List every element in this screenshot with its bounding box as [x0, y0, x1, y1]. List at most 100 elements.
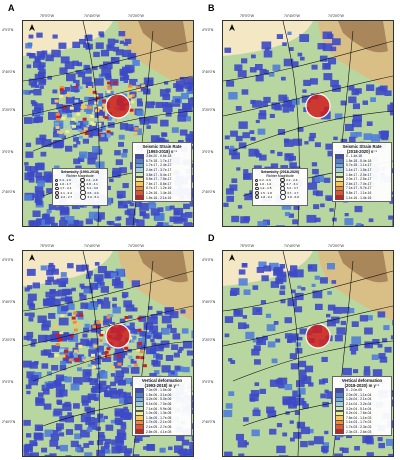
strain-cell — [224, 333, 230, 338]
strain-cell — [100, 49, 110, 57]
strain-cell — [244, 324, 250, 329]
strain-cell — [379, 356, 388, 363]
strain-cell — [173, 352, 180, 358]
strain-cell — [84, 452, 93, 456]
strain-cell — [29, 452, 39, 456]
strain-cell — [274, 266, 284, 275]
strain-cell — [183, 366, 190, 373]
strain-cell — [309, 132, 316, 138]
strain-cell — [333, 136, 338, 141]
strain-cell — [275, 225, 285, 226]
strain-cell — [39, 85, 44, 89]
strain-cell — [79, 38, 86, 45]
strain-cell — [37, 426, 43, 431]
legend-label: 7.6e-17 - 8.6e-17 — [146, 181, 172, 186]
strain-cell — [302, 403, 309, 409]
strain-cell — [187, 87, 193, 92]
strain-cell — [64, 288, 73, 295]
strain-cell — [289, 353, 297, 359]
strain-cell — [303, 79, 311, 86]
strain-cell — [85, 218, 93, 225]
latitude-label: 4°0'0"N — [202, 28, 214, 32]
hotspot-cell — [125, 322, 130, 326]
strain-cell — [371, 354, 379, 360]
strain-cell — [368, 218, 374, 223]
strain-cell — [384, 90, 392, 96]
seismicity-item: 1.2 - 1.5 — [255, 186, 280, 190]
strain-cell — [112, 170, 121, 178]
hotspot-cell — [133, 363, 138, 367]
hotspot-cell — [136, 81, 141, 85]
strain-cell — [233, 309, 243, 317]
strain-cell — [29, 303, 35, 308]
strain-cell — [55, 206, 61, 211]
legend-rows: 3.6e-20 - 6.6e-18 6.7e-18 - 1.7e-17 1.7e-1… — [133, 153, 191, 201]
strain-cell — [81, 395, 91, 403]
strain-cell — [119, 123, 129, 130]
strain-cell — [54, 165, 60, 170]
strain-cell — [28, 34, 34, 39]
strain-cell — [237, 205, 243, 209]
strain-cell — [321, 447, 326, 451]
strain-cell — [114, 408, 124, 416]
strain-cell — [84, 65, 91, 70]
strain-cell — [126, 208, 136, 216]
strain-cell — [32, 193, 39, 198]
strain-cell — [278, 455, 289, 456]
strain-cell — [269, 113, 275, 118]
hotspot-cell — [99, 333, 104, 337]
strain-cell — [117, 194, 123, 199]
strain-cell — [72, 41, 81, 48]
hotspot-core — [106, 324, 130, 348]
strain-cell — [43, 389, 50, 395]
strain-cell — [45, 279, 52, 285]
strain-cell — [137, 101, 143, 107]
strain-cell — [143, 77, 154, 86]
strain-cell — [271, 102, 281, 110]
hotspot-cell — [72, 320, 77, 324]
strain-cell — [52, 89, 58, 94]
strain-cell — [88, 440, 94, 445]
strain-cell — [99, 33, 105, 38]
hotspot-cell — [53, 325, 58, 329]
strain-cell — [65, 145, 73, 152]
latitude-label: 3°0'0"N — [2, 150, 14, 154]
strain-cell — [60, 282, 66, 287]
strain-cell — [107, 44, 113, 49]
latitude-label: 3°0'0"N — [2, 380, 14, 384]
strain-cell — [174, 365, 181, 371]
strain-cell — [278, 377, 288, 385]
strain-cell — [35, 116, 44, 123]
hotspot-cell — [78, 135, 83, 139]
strain-cell — [88, 302, 98, 310]
hotspot-cell — [74, 99, 79, 103]
strain-cell — [38, 392, 44, 397]
strain-cell — [184, 449, 192, 456]
strain-cell — [301, 95, 311, 103]
strain-cell — [79, 292, 84, 297]
strain-cell — [36, 218, 45, 226]
strain-cell — [61, 90, 67, 95]
strain-cell — [154, 370, 160, 375]
strain-cell — [40, 78, 47, 84]
strain-cell — [269, 379, 279, 387]
strain-cell — [48, 262, 54, 267]
seismicity-legend: Seismicity (2018-2020) Richter Magnitude… — [252, 168, 308, 206]
strain-cell — [62, 403, 72, 411]
strain-cell — [121, 367, 130, 374]
strain-cell — [252, 285, 259, 290]
mountain-peak — [138, 251, 188, 283]
strain-cell — [363, 366, 371, 372]
strain-cell — [125, 217, 136, 226]
seismicity-title: Seismicity (1993-2018) — [60, 169, 100, 174]
strain-cell — [112, 306, 121, 314]
hotspot-cell — [124, 316, 129, 319]
strain-cell — [293, 269, 304, 278]
strain-cell — [332, 84, 341, 92]
strain-cell — [224, 145, 229, 150]
strain-cell — [259, 68, 267, 75]
strain-cell — [242, 132, 250, 139]
strain-cell — [191, 174, 193, 183]
strain-cell — [231, 215, 240, 223]
strain-cell — [180, 309, 186, 314]
